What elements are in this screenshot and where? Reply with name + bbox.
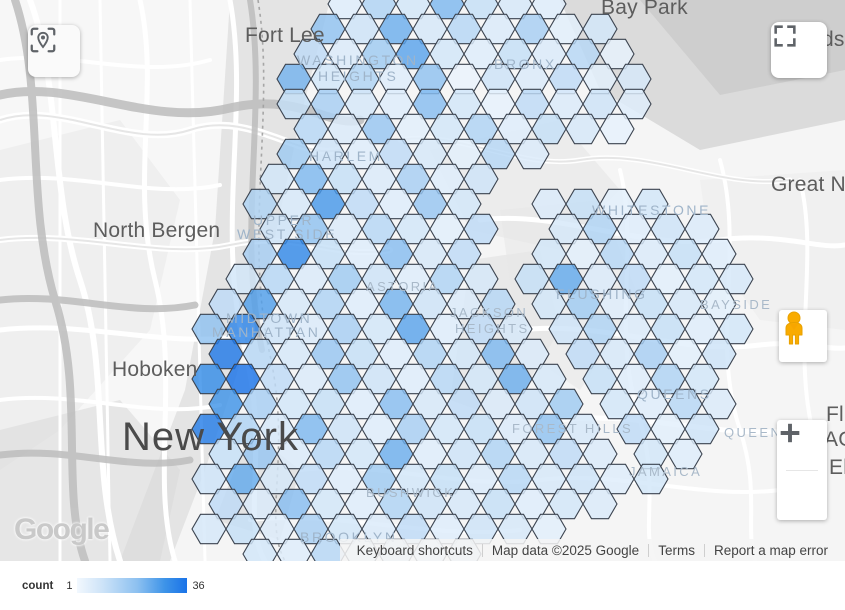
- attrib-divider: [648, 543, 650, 557]
- hexbin-cell[interactable]: [718, 263, 754, 295]
- hexbin-cell[interactable]: [633, 463, 669, 495]
- legend-min-value: 1: [66, 579, 73, 592]
- hexbin-cell[interactable]: [463, 213, 499, 245]
- zoom-divider: [786, 469, 818, 471]
- hexbin-cell[interactable]: [463, 163, 499, 195]
- hexbin-cell[interactable]: [616, 88, 652, 120]
- pegman-icon: [785, 311, 803, 345]
- basemap-layer: [0, 0, 845, 561]
- hexbin-layer: [191, 0, 754, 561]
- hexbin-cell[interactable]: [548, 488, 584, 520]
- fullscreen-icon: [774, 25, 796, 47]
- hexbin-cell[interactable]: [582, 488, 618, 520]
- keyboard-shortcuts-link[interactable]: Keyboard shortcuts: [356, 542, 473, 558]
- hexbin-cell[interactable]: [718, 313, 754, 345]
- attrib-divider: [481, 543, 483, 557]
- attribution-bar: Keyboard shortcuts Map data ©2025 Google…: [339, 539, 845, 561]
- attrib-divider: [703, 543, 705, 557]
- zoom-out-button[interactable]: [777, 431, 827, 520]
- hexbin-cell[interactable]: [565, 113, 601, 145]
- fullscreen-button[interactable]: [771, 22, 827, 78]
- color-legend: count 1 36: [0, 561, 845, 610]
- google-watermark: Google: [14, 513, 110, 546]
- street-view-pegman-button[interactable]: [779, 310, 827, 362]
- hexbin-cell[interactable]: [531, 113, 567, 145]
- zoom-controls[interactable]: [777, 420, 827, 520]
- hexbin-cell[interactable]: [599, 463, 635, 495]
- location-pin-icon: [30, 27, 56, 53]
- hexbin-cell[interactable]: [667, 438, 703, 470]
- hexbin-cell[interactable]: [599, 113, 635, 145]
- hexbin-cell[interactable]: [701, 338, 737, 370]
- legend-max-value: 36: [192, 579, 205, 592]
- legend-gradient-bar: [77, 578, 188, 593]
- legend-title: count: [22, 579, 54, 592]
- report-map-error-link[interactable]: Report a map error: [713, 542, 828, 558]
- terms-link[interactable]: Terms: [658, 542, 695, 558]
- map-data-text: Map data ©2025 Google: [491, 542, 640, 558]
- hexbin-cell[interactable]: [684, 413, 720, 445]
- hexbin-cell[interactable]: [191, 513, 227, 545]
- hexbin-cell[interactable]: [480, 138, 516, 170]
- hexbin-cell[interactable]: [514, 138, 550, 170]
- minus-icon: [780, 431, 800, 435]
- locate-me-button[interactable]: [28, 25, 80, 77]
- hexbin-cell[interactable]: [242, 538, 278, 561]
- hexbin-cell[interactable]: [701, 388, 737, 420]
- hexbin-cell[interactable]: [276, 538, 312, 561]
- hexbin-cell[interactable]: [310, 538, 346, 561]
